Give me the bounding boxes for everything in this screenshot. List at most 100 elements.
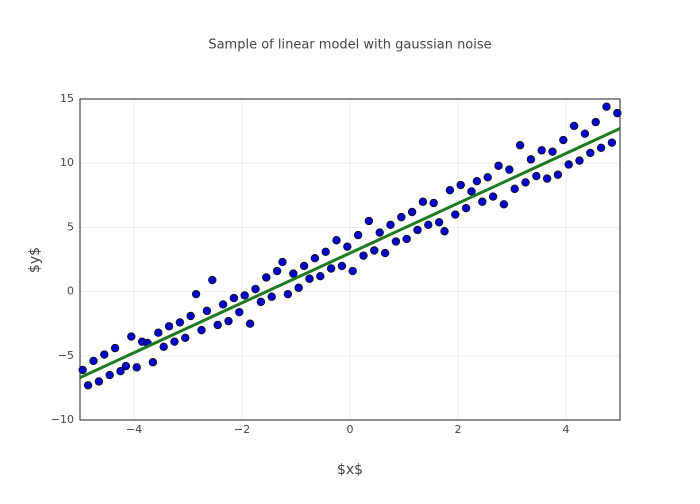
- data-point: [510, 184, 519, 194]
- x-axis-label: $x$: [337, 462, 363, 478]
- data-point: [429, 198, 438, 208]
- plot-frame: [79, 98, 621, 421]
- data-point: [537, 146, 546, 155]
- data-point: [575, 156, 584, 165]
- data-point: [613, 108, 622, 118]
- data-point: [488, 192, 498, 201]
- data-point: [413, 225, 422, 235]
- data-point: [78, 365, 87, 375]
- data-point: [348, 266, 357, 276]
- data-point: [591, 117, 600, 127]
- data-point: [132, 363, 141, 372]
- data-point: [494, 161, 503, 170]
- data-point: [521, 178, 530, 187]
- data-point: [262, 273, 271, 282]
- data-point: [434, 218, 444, 227]
- data-point: [596, 143, 606, 152]
- data-point: [478, 197, 487, 206]
- data-point: [159, 342, 168, 352]
- data-point: [483, 173, 492, 182]
- data-point: [218, 300, 228, 309]
- data-point: [456, 180, 465, 190]
- data-point: [505, 165, 514, 174]
- data-point: [181, 333, 190, 343]
- data-point: [224, 316, 233, 326]
- data-point: [121, 361, 131, 371]
- data-point: [602, 102, 611, 111]
- data-point: [267, 292, 276, 301]
- data-point: [213, 320, 222, 330]
- data-point: [321, 247, 330, 256]
- data-point: [256, 297, 266, 307]
- y-tick-label: 10: [60, 156, 74, 169]
- data-point: [299, 261, 309, 271]
- data-point: [472, 176, 482, 186]
- data-point: [553, 170, 563, 179]
- data-point: [164, 322, 174, 331]
- x-tick-label: 2: [455, 423, 462, 436]
- data-point: [240, 291, 249, 300]
- data-point: [148, 358, 158, 367]
- fit-line: [79, 127, 621, 379]
- y-tick-label: 5: [67, 220, 74, 233]
- data-point: [283, 289, 293, 299]
- y-tick-label: −5: [58, 349, 74, 362]
- data-point: [326, 264, 336, 273]
- y-tick-label: −10: [51, 413, 74, 426]
- data-point: [110, 343, 120, 353]
- data-point: [586, 148, 595, 158]
- data-point: [202, 306, 212, 316]
- y-tick-label: 0: [67, 285, 74, 298]
- data-point: [418, 197, 428, 206]
- data-point: [100, 350, 109, 359]
- x-tick-label: 4: [563, 423, 570, 436]
- data-point: [197, 325, 206, 335]
- x-tick-label: −4: [126, 423, 142, 436]
- data-point: [380, 248, 390, 258]
- data-point: [251, 284, 260, 294]
- data-point: [564, 160, 573, 169]
- data-point: [445, 185, 455, 195]
- data-point: [89, 356, 98, 366]
- data-point: [515, 141, 525, 150]
- data-point: [402, 234, 411, 244]
- data-point: [607, 138, 617, 147]
- data-point: [353, 230, 363, 240]
- data-point: [105, 370, 114, 380]
- data-point: [375, 228, 384, 237]
- data-point: [467, 187, 476, 196]
- data-point: [364, 216, 374, 226]
- data-point: [580, 129, 590, 138]
- data-point: [154, 328, 163, 337]
- data-point: [424, 220, 433, 230]
- data-point: [559, 135, 568, 145]
- data-point: [191, 289, 201, 299]
- data-point: [272, 266, 282, 276]
- data-point: [407, 207, 417, 217]
- data-point: [370, 246, 379, 255]
- data-point: [391, 237, 401, 246]
- data-point: [310, 254, 320, 263]
- data-point: [359, 251, 368, 260]
- data-point: [440, 227, 449, 236]
- data-point: [548, 147, 557, 156]
- data-point: [127, 332, 136, 341]
- data-point: [316, 271, 325, 281]
- data-point: [83, 381, 93, 390]
- x-tick-label: −2: [234, 423, 250, 436]
- x-tick-label: 0: [347, 423, 354, 436]
- data-point: [294, 283, 303, 292]
- data-point: [461, 203, 471, 213]
- data-point: [170, 337, 179, 346]
- data-point: [175, 318, 185, 327]
- data-point: [569, 121, 579, 131]
- data-point: [499, 200, 509, 209]
- data-point: [332, 236, 341, 245]
- data-point: [208, 275, 217, 285]
- data-point: [116, 367, 125, 376]
- data-point: [186, 311, 195, 321]
- data-point: [526, 155, 536, 164]
- data-point: [532, 171, 541, 181]
- y-tick-label: 15: [60, 92, 74, 105]
